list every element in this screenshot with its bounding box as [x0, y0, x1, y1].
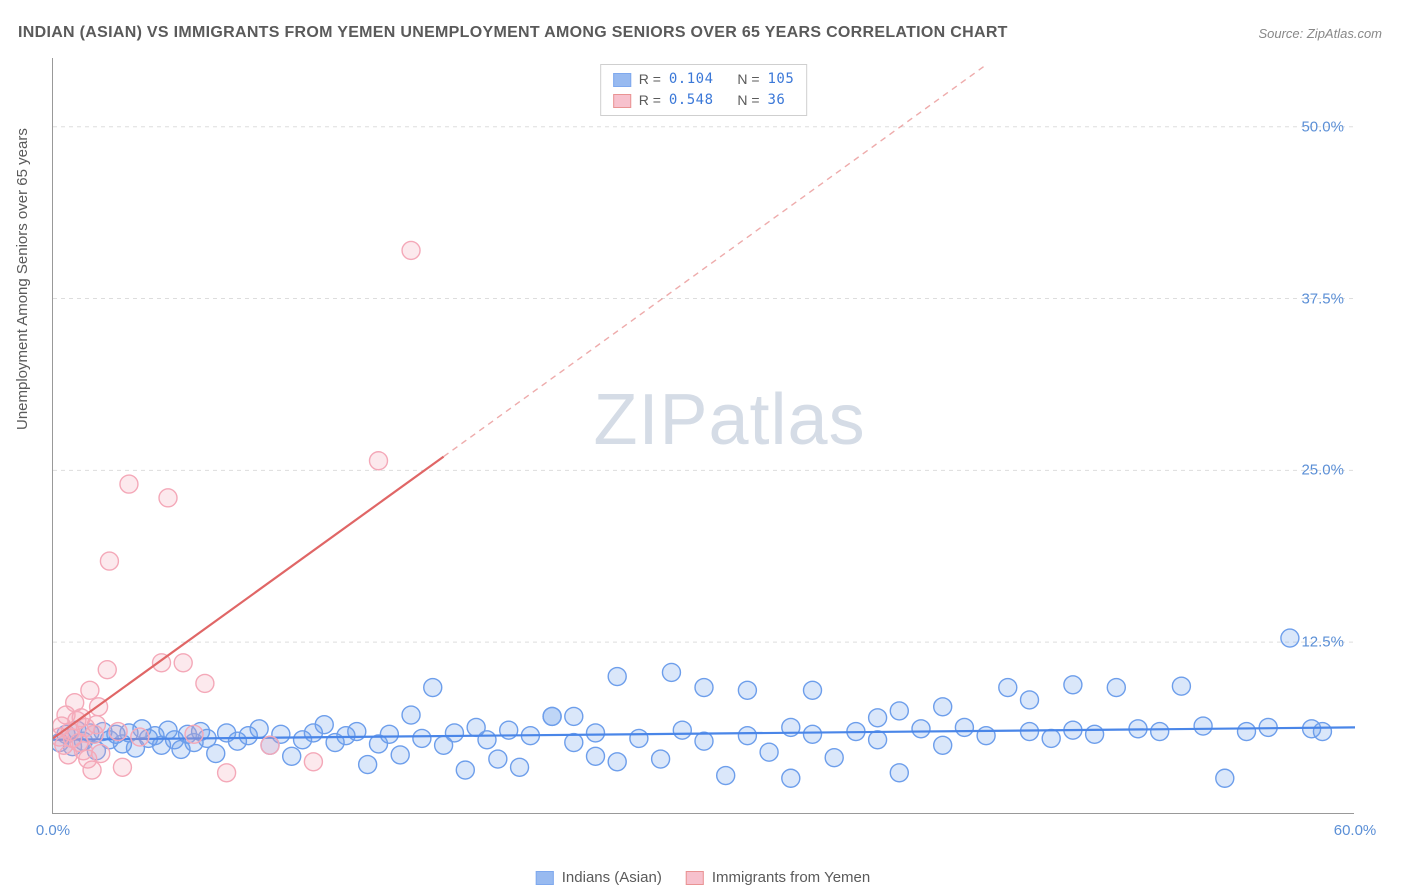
plot-area: ZIPatlas R = 0.104 N = 105 R = 0.548 N =… — [52, 58, 1354, 814]
y-tick-label: 25.0% — [1301, 462, 1344, 479]
scatter-svg — [53, 58, 1355, 814]
y-tick-label: 37.5% — [1301, 290, 1344, 307]
x-tick-label: 0.0% — [36, 822, 70, 839]
y-tick-label: 50.0% — [1301, 118, 1344, 135]
legend-item-yemen: Immigrants from Yemen — [686, 869, 870, 886]
legend-item-indians: Indians (Asian) — [536, 869, 662, 886]
swatch-indians-bottom — [536, 871, 554, 885]
chart-title: INDIAN (ASIAN) VS IMMIGRANTS FROM YEMEN … — [18, 24, 1008, 42]
y-axis-label: Unemployment Among Seniors over 65 years — [14, 128, 31, 430]
x-tick-label: 60.0% — [1334, 822, 1377, 839]
swatch-yemen-bottom — [686, 871, 704, 885]
source-attribution: Source: ZipAtlas.com — [1258, 26, 1382, 41]
legend-bottom: Indians (Asian) Immigrants from Yemen — [536, 869, 870, 886]
y-tick-label: 12.5% — [1301, 634, 1344, 651]
